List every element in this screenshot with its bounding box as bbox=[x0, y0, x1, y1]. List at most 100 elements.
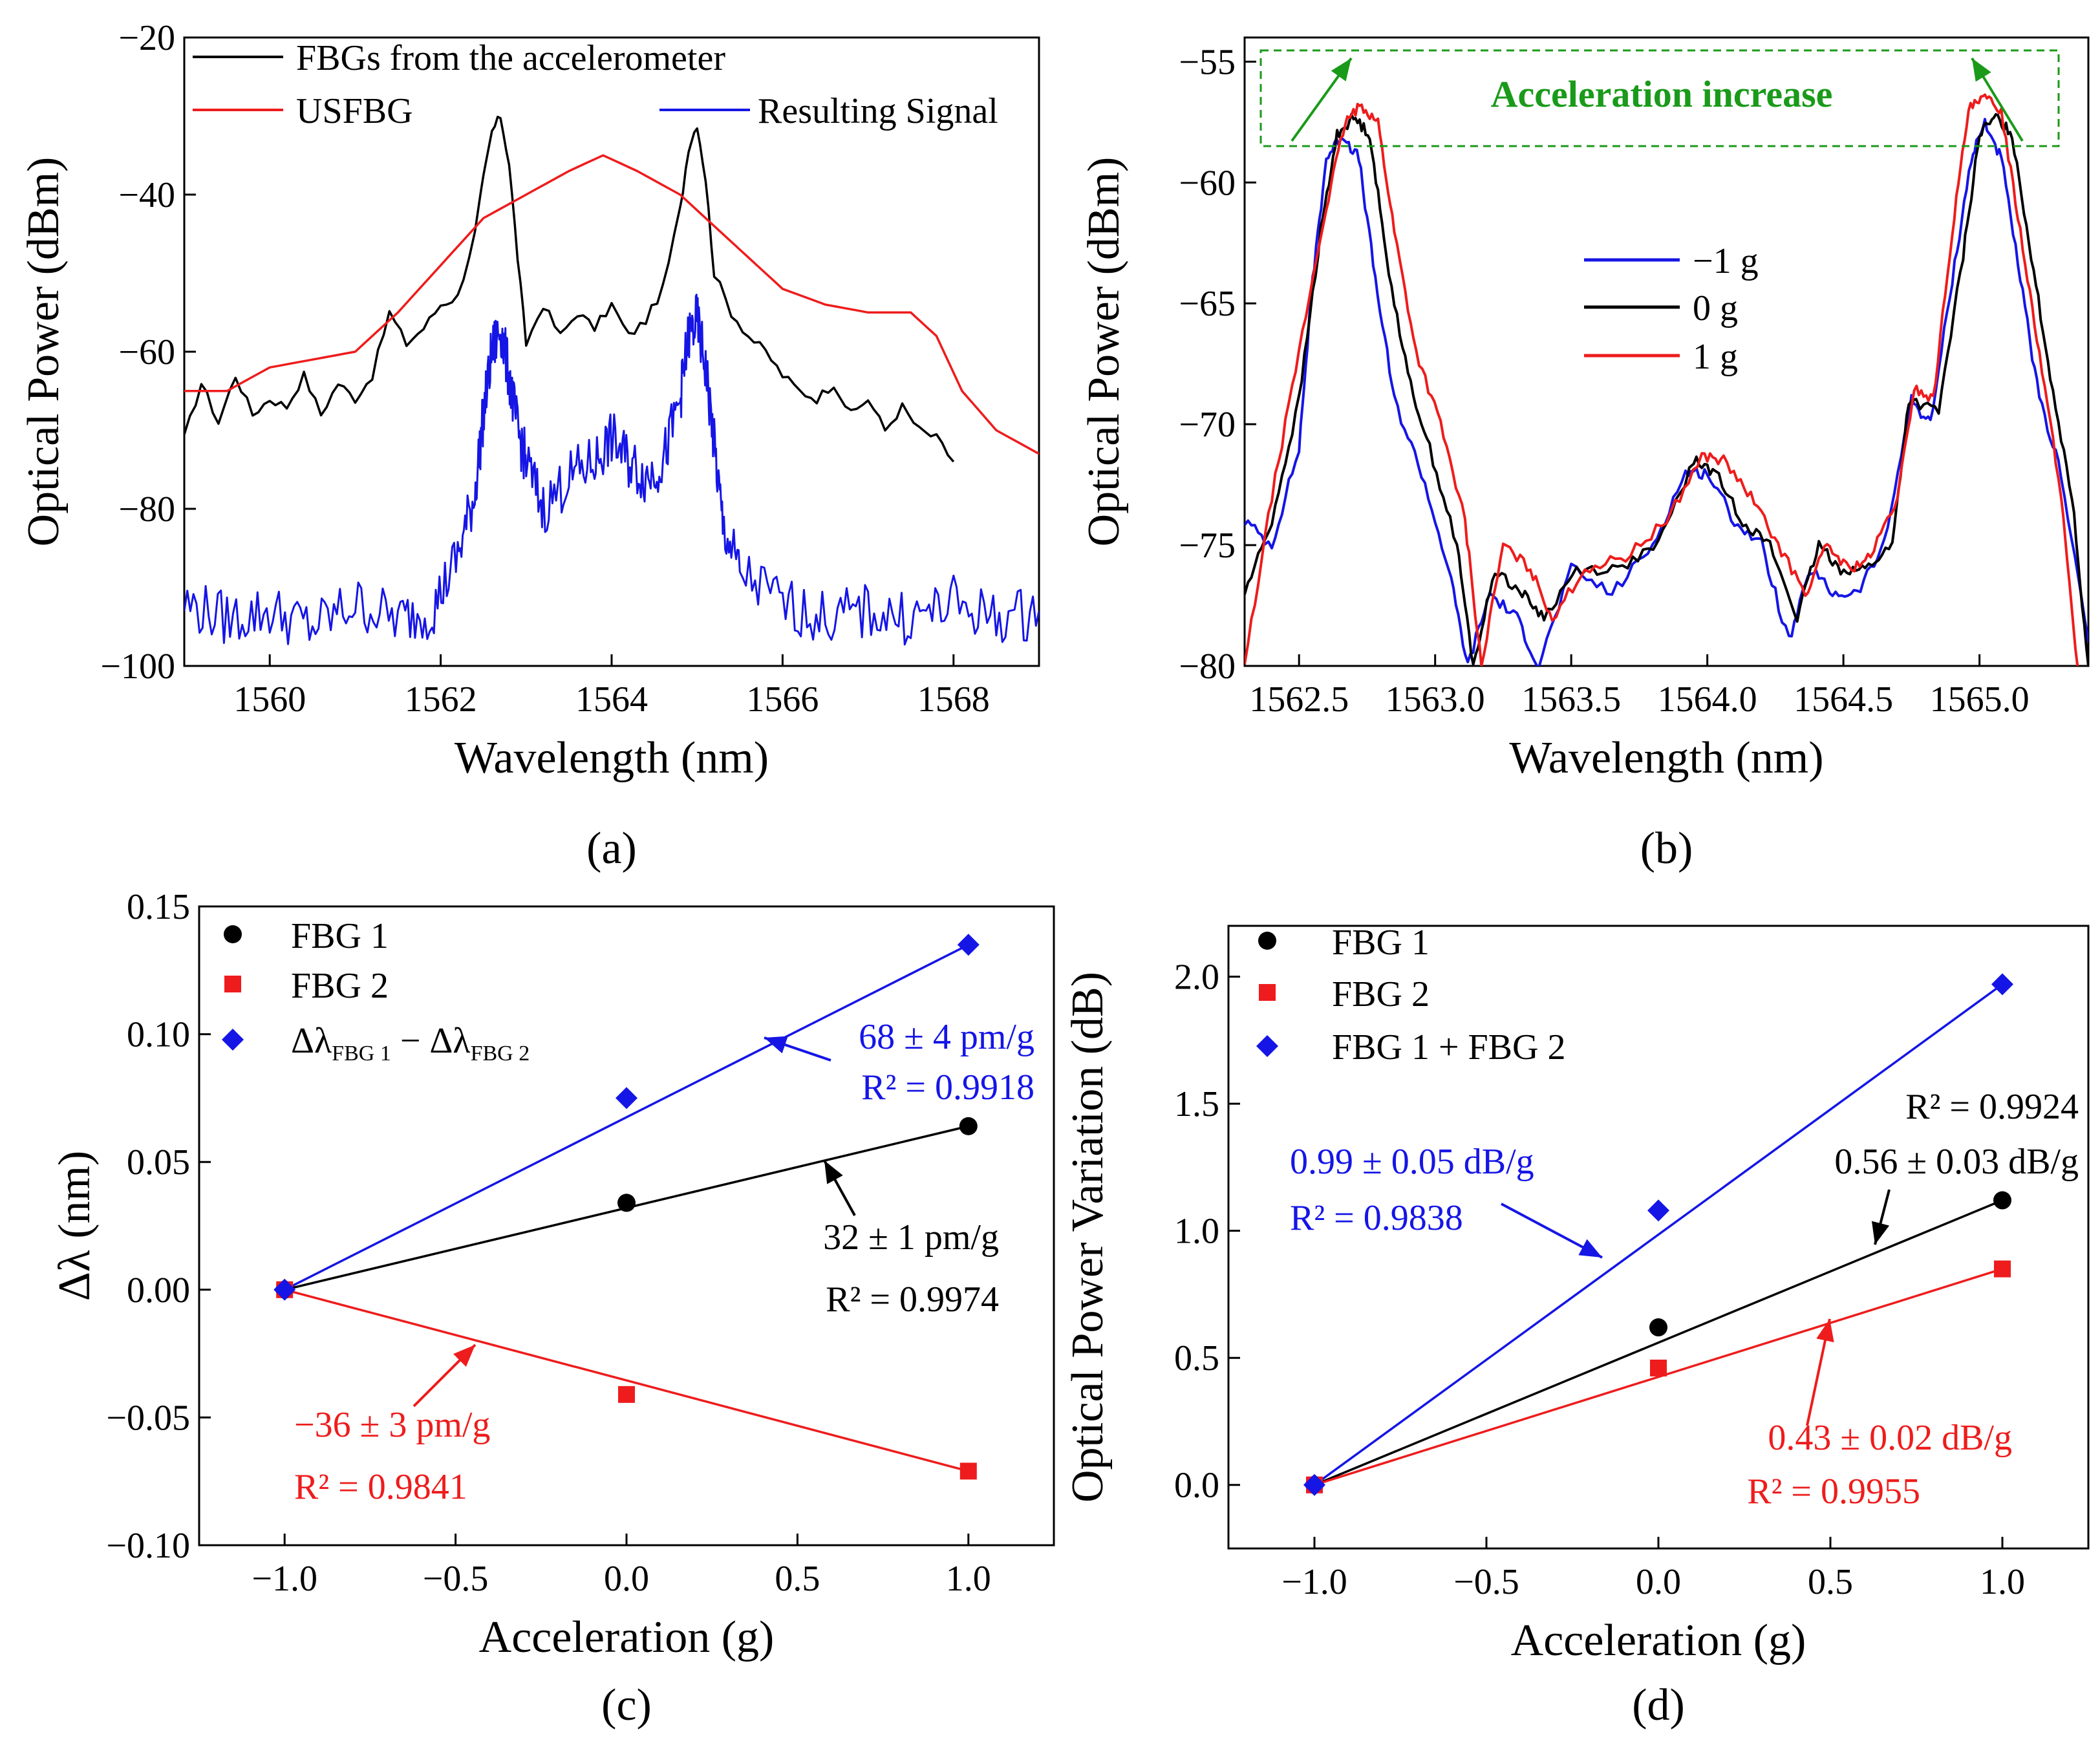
y-tick-label: 0.00 bbox=[127, 1270, 190, 1311]
y-tick-label: −65 bbox=[1179, 284, 1236, 324]
y-tick-label: −75 bbox=[1179, 526, 1236, 566]
annotation-red-slope: 0.43 ± 0.02 dB/g bbox=[1768, 1418, 2012, 1458]
data-point bbox=[959, 1462, 977, 1480]
panel-label: (d) bbox=[1632, 1680, 1685, 1730]
x-tick-label: 1562.5 bbox=[1249, 680, 1349, 720]
annotation-arrow-left-head bbox=[1331, 58, 1351, 81]
series-line-2 bbox=[1245, 93, 2079, 666]
x-tick-label: 1564.5 bbox=[1794, 680, 1893, 720]
fit-line-1 bbox=[284, 1289, 969, 1473]
x-tick-label: 1.0 bbox=[946, 1559, 991, 1599]
series-line-1 bbox=[184, 154, 1039, 455]
legend-marker bbox=[1259, 984, 1276, 1001]
annotation-black-r2: R² = 0.9974 bbox=[826, 1279, 999, 1320]
x-tick-label: 0.0 bbox=[604, 1559, 649, 1599]
data-point bbox=[1991, 973, 2013, 996]
annotation-arrow-black-head bbox=[824, 1161, 843, 1184]
annotation-arrow-red-head bbox=[453, 1345, 475, 1367]
x-tick-label: 1563.5 bbox=[1521, 680, 1621, 720]
x-tick-label: 1.0 bbox=[1980, 1562, 2025, 1602]
x-tick-label: −0.5 bbox=[423, 1559, 489, 1599]
data-point bbox=[273, 1278, 296, 1301]
y-tick-label: −80 bbox=[1179, 647, 1236, 687]
panel-label: (a) bbox=[586, 824, 637, 873]
y-axis-label: Optical Power (dBm) bbox=[1079, 157, 1129, 547]
legend-label: Resulting Signal bbox=[758, 91, 998, 131]
x-tick-label: −1.0 bbox=[252, 1559, 317, 1599]
y-tick-label: 0.5 bbox=[1174, 1338, 1219, 1378]
panel-1-axes: 1562.5 1563.0 1563.5 1564.0 1564.5 1565.0 −80 −… bbox=[1079, 36, 2090, 783]
legend-label: FBG 1 bbox=[1332, 923, 1430, 963]
panel-label: (c) bbox=[601, 1680, 652, 1730]
legend-marker bbox=[1258, 932, 1276, 950]
legend-label-delta: ΔλFBG 1 − ΔλFBG 2 bbox=[291, 1021, 530, 1065]
y-tick-label: −70 bbox=[1179, 405, 1236, 445]
panel-1-series bbox=[1245, 93, 2088, 666]
y-tick-label: 0.0 bbox=[1174, 1466, 1219, 1506]
y-tick-label: −60 bbox=[1179, 163, 1236, 203]
x-tick-label: 1568 bbox=[917, 680, 990, 720]
annotation-red-r2: R² = 0.9841 bbox=[294, 1467, 467, 1507]
x-tick-label: 0.0 bbox=[1636, 1562, 1681, 1602]
legend-label-part: FBG 1 bbox=[332, 1042, 391, 1065]
legend-label-part: − Δλ bbox=[391, 1021, 471, 1061]
x-axis-label: Acceleration (g) bbox=[479, 1612, 775, 1662]
x-axis-label: Wavelength (nm) bbox=[1509, 733, 1823, 783]
panel-2-axes: −1.0 −0.5 0.0 0.5 1.0 −0.10 −0.05 0.00 0.05 0.10 0… bbox=[50, 887, 1055, 1662]
annotation-arrow-black-head bbox=[1871, 1221, 1890, 1245]
data-point bbox=[616, 1087, 638, 1109]
legend-label: FBGs from the accelerometer bbox=[296, 38, 725, 78]
y-tick-label: 1.5 bbox=[1174, 1084, 1219, 1124]
annotation-blue-r2: R² = 0.9918 bbox=[861, 1067, 1034, 1108]
y-axis-label: Δλ (nm) bbox=[50, 1151, 100, 1301]
y-tick-label: −80 bbox=[118, 489, 175, 530]
legend-label: 0 g bbox=[1693, 288, 1738, 328]
series-line-1 bbox=[1245, 112, 2088, 666]
x-tick-label: 1563.0 bbox=[1386, 680, 1485, 720]
legend-marker bbox=[222, 1029, 244, 1051]
series-line-0 bbox=[184, 115, 955, 463]
y-tick-label: 0.05 bbox=[127, 1142, 190, 1183]
panel-3-axes: −1.0 −0.5 0.0 0.5 1.0 0.0 0.5 1.0 1.5 2.0 Accelera… bbox=[1063, 923, 2090, 1665]
y-tick-label: −60 bbox=[118, 332, 175, 372]
series-line-0 bbox=[1245, 118, 2088, 666]
x-tick-label: 0.5 bbox=[1808, 1562, 1853, 1602]
y-tick-label: 0.10 bbox=[127, 1015, 190, 1055]
legend-marker bbox=[1256, 1035, 1278, 1057]
annotation-arrow-blue-head bbox=[1578, 1239, 1602, 1258]
data-point bbox=[1993, 1191, 2011, 1210]
legend-marker bbox=[224, 976, 241, 992]
x-tick-label: 1564.0 bbox=[1658, 680, 1757, 720]
annotation-blue-r2: R² = 0.9838 bbox=[1290, 1198, 1463, 1238]
legend-label: −1 g bbox=[1693, 241, 1759, 281]
data-point bbox=[1647, 1199, 1669, 1222]
fit-line-2 bbox=[1313, 983, 2004, 1486]
x-tick-label: 1564 bbox=[575, 680, 648, 720]
x-tick-label: 0.5 bbox=[775, 1559, 820, 1599]
x-tick-label: 1566 bbox=[746, 680, 819, 720]
annotation-blue-slope: 68 ± 4 pm/g bbox=[859, 1017, 1034, 1057]
y-tick-label: 1.0 bbox=[1174, 1212, 1219, 1252]
series-line-2 bbox=[184, 294, 1039, 646]
x-tick-label: 1560 bbox=[233, 680, 306, 720]
legend-label: FBG 2 bbox=[1332, 974, 1430, 1014]
annotation-black-slope: 32 ± 1 pm/g bbox=[823, 1217, 999, 1258]
data-point bbox=[1994, 1260, 2011, 1278]
data-point bbox=[1650, 1359, 1667, 1376]
y-tick-label: 2.0 bbox=[1174, 958, 1219, 998]
x-tick-label: −1.0 bbox=[1281, 1562, 1347, 1602]
y-tick-label: −40 bbox=[118, 175, 175, 215]
y-tick-label: −55 bbox=[1179, 42, 1236, 82]
annotation-black-slope: 0.56 ± 0.03 dB/g bbox=[1834, 1142, 2079, 1182]
data-point bbox=[617, 1194, 636, 1212]
y-axis-label: Optical Power Variation (dB) bbox=[1063, 972, 1113, 1503]
x-axis-label: Acceleration (g) bbox=[1511, 1616, 1806, 1665]
annotation-arrow-right-head bbox=[1972, 58, 1991, 82]
data-point bbox=[1649, 1318, 1667, 1337]
x-tick-label: 1565.0 bbox=[1930, 680, 2030, 720]
legend-label: FBG 1 bbox=[291, 916, 389, 956]
data-point bbox=[618, 1386, 635, 1403]
legend-label-part: FBG 2 bbox=[471, 1042, 530, 1065]
annotation-red-slope: −36 ± 3 pm/g bbox=[294, 1405, 490, 1445]
